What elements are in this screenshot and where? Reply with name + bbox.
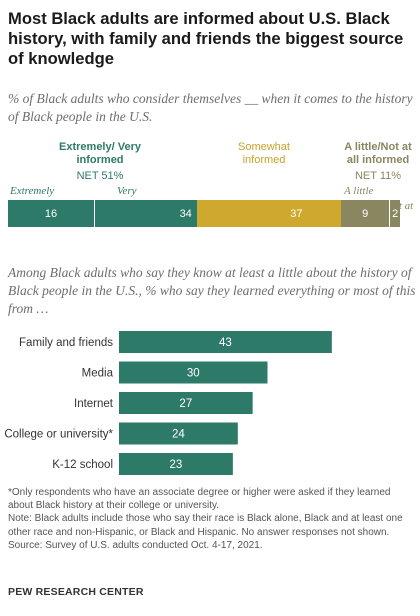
category-label: Internet xyxy=(74,398,114,410)
source-bar xyxy=(119,422,238,445)
source-bar xyxy=(119,392,253,414)
notes: *Only respondents who have an associate … xyxy=(8,486,414,552)
segment-label-extremely: Extremely xyxy=(10,185,55,197)
source-bar xyxy=(119,331,332,353)
segment-label-very: Very xyxy=(117,185,137,197)
group-net-very-informed: NET 51% xyxy=(76,170,124,182)
source-bar xyxy=(119,361,268,384)
bar-segment-not-at-all: 2 xyxy=(389,200,401,227)
group-label-somewhat-informed: Somewhat informed xyxy=(238,141,290,166)
bar-segment-extremely: 16 xyxy=(8,200,94,227)
bar-value-label: 23 xyxy=(170,459,183,471)
bar-value-label: 43 xyxy=(219,337,232,349)
group-label-little-informed: A little/Not at all informed xyxy=(344,141,412,166)
footer-org: PEW RESEARCH CENTER xyxy=(8,586,144,598)
category-label: Media xyxy=(82,368,114,380)
note-source: Source: Survey of U.S. adults conducted … xyxy=(8,539,263,551)
segment-label-a-little: A little xyxy=(344,185,374,197)
bar-value-label: 24 xyxy=(172,429,185,441)
chart-title: Most Black adults are informed about U.S… xyxy=(8,9,404,68)
bar-value-label: 30 xyxy=(187,368,200,380)
group-net-little-informed: NET 11% xyxy=(354,170,402,182)
note-asterisk: *Only respondents who have an associate … xyxy=(8,487,391,512)
bar-segment-a-little: 9 xyxy=(341,200,390,227)
source-bar xyxy=(119,453,233,475)
bar-value-label: 27 xyxy=(179,398,192,410)
category-label: Family and friends xyxy=(19,337,113,349)
category-label: College or university* xyxy=(4,429,113,441)
category-label: K-12 school xyxy=(52,459,113,471)
group-label-very-informed: Extremely/ Very informed xyxy=(59,141,141,166)
question-1: % of Black adults who consider themselve… xyxy=(8,91,413,124)
note-definition: Note: Black adults include those who say… xyxy=(8,513,403,538)
sources-bar-chart: Family and friends 43 Media 30 Internet 27 Col… xyxy=(4,331,332,475)
question-2: Among Black adults who say they know at … xyxy=(8,265,416,316)
